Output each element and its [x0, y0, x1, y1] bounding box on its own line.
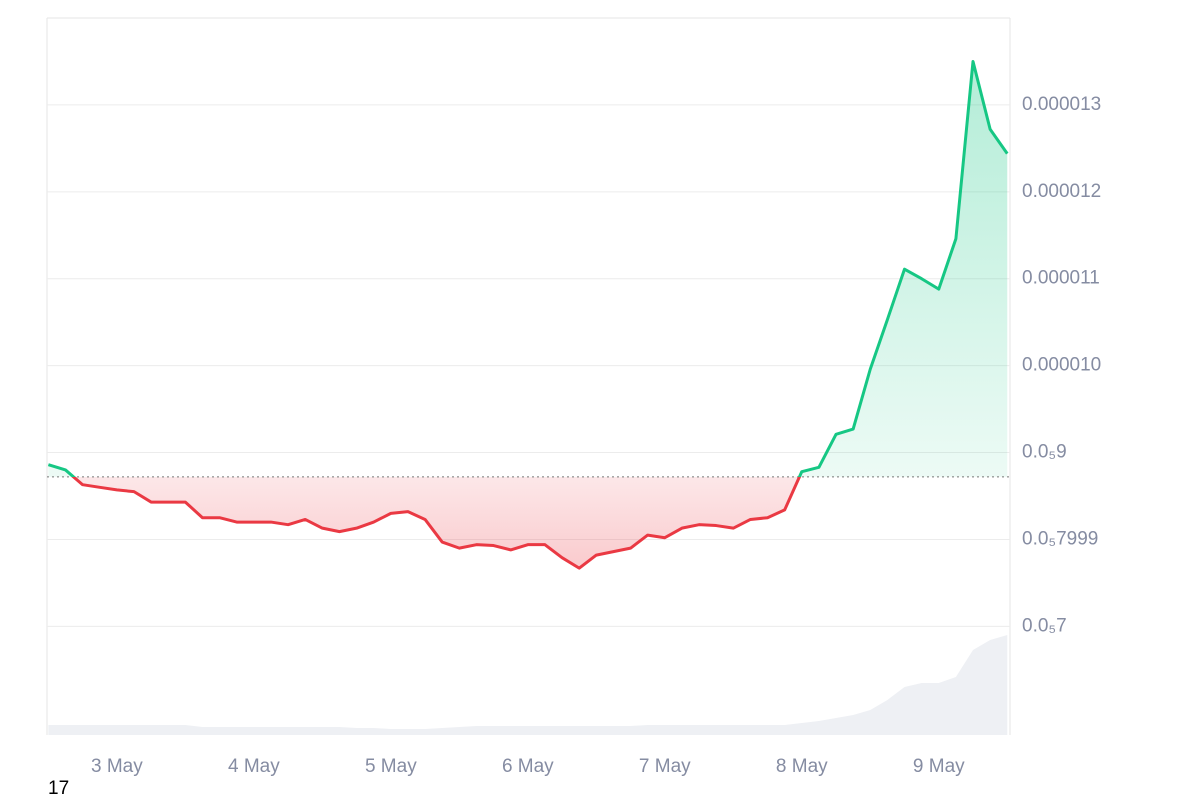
x-tick-label: 6 May	[502, 756, 554, 777]
x-tick-label: 7 May	[639, 756, 691, 777]
x-tick-label: 8 May	[776, 756, 828, 777]
y-tick-label: 0.0₅7	[1022, 615, 1067, 636]
y-tick-label: 0.000013	[1022, 94, 1101, 115]
y-tick-label: 0.0₅9	[1022, 442, 1067, 463]
price-line	[47, 59, 1009, 570]
y-tick-label: 0.0₅7999	[1022, 529, 1098, 550]
volume-area	[48, 635, 1008, 735]
y-tick-label: 0.000010	[1022, 355, 1101, 376]
x-tick-label: 3 May	[91, 756, 143, 777]
y-tick-label: 0.000011	[1022, 268, 1100, 289]
y-tick-label: 0.000012	[1022, 181, 1101, 202]
x-tick-label: 5 May	[365, 756, 417, 777]
watermark: 17	[48, 778, 69, 799]
price-area	[48, 61, 1008, 569]
x-tick-label: 4 May	[228, 756, 280, 777]
x-tick-label: 9 May	[913, 756, 965, 777]
